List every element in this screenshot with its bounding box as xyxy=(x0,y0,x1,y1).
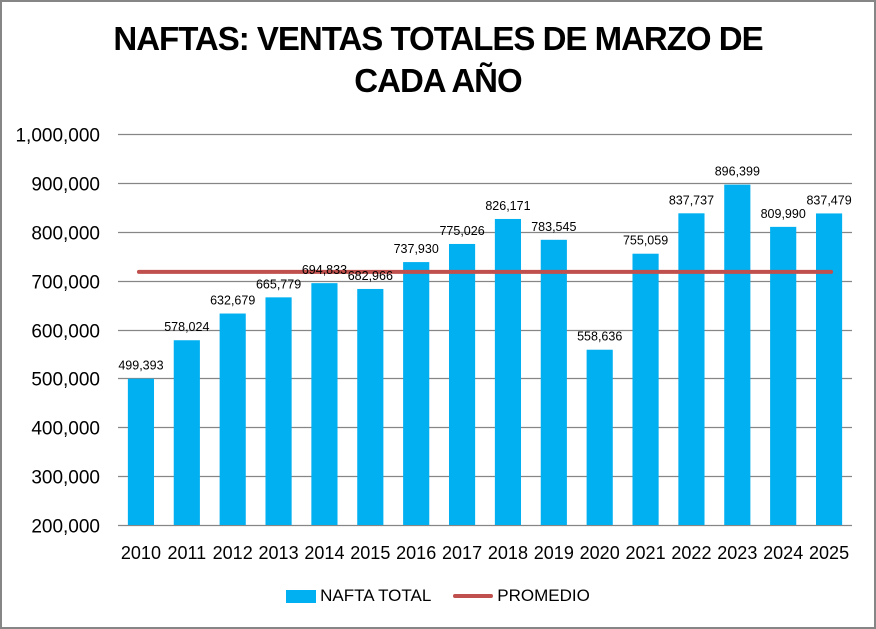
bar xyxy=(311,283,338,525)
x-axis: 2010 2011 2012 2013 2014 2015 2016 2017 2018 2019… xyxy=(121,543,849,563)
x-tick-label: 2025 xyxy=(809,543,849,563)
legend: NAFTA TOTAL PROMEDIO xyxy=(0,586,876,606)
data-label: 783,545 xyxy=(531,220,576,234)
data-label: 775,026 xyxy=(439,224,484,238)
y-tick-label: 600,000 xyxy=(31,322,100,343)
x-tick-label: 2013 xyxy=(259,543,299,563)
x-tick-label: 2023 xyxy=(717,543,757,563)
data-label: 682,966 xyxy=(348,269,393,283)
data-label: 826,171 xyxy=(485,199,530,213)
x-tick-label: 2012 xyxy=(213,543,253,563)
chart-title-line-2: CADA AÑO xyxy=(354,62,522,99)
data-label: 755,059 xyxy=(623,234,668,248)
data-label: 632,679 xyxy=(210,294,255,308)
y-tick-label: 400,000 xyxy=(31,419,100,440)
y-tick-label: 700,000 xyxy=(31,273,100,294)
y-tick-label: 1,000,000 xyxy=(15,126,100,147)
bar xyxy=(265,297,292,525)
legend-swatch-bar xyxy=(286,589,317,603)
bars xyxy=(127,184,843,526)
x-tick-label: 2018 xyxy=(488,543,528,563)
bar xyxy=(724,184,751,525)
x-tick-label: 2017 xyxy=(442,543,482,563)
legend-item-nafta-total[interactable]: NAFTA TOTAL xyxy=(286,586,431,606)
legend-label-nafta-total: NAFTA TOTAL xyxy=(320,586,432,605)
x-tick-label: 2019 xyxy=(534,543,574,563)
x-tick-label: 2024 xyxy=(763,543,803,563)
bar xyxy=(494,218,522,525)
x-tick-label: 2022 xyxy=(671,543,711,563)
data-label: 558,636 xyxy=(577,330,622,344)
chart-title: NAFTAS: VENTAS TOTALES DE MARZO DE CADA … xyxy=(0,18,876,102)
bar xyxy=(403,262,430,525)
bar xyxy=(173,340,200,525)
y-tick-label: 800,000 xyxy=(31,224,100,245)
y-axis: 200,000 300,000 400,000 500,000 600,000 700,0… xyxy=(15,126,100,538)
bar xyxy=(540,239,567,526)
x-tick-label: 2011 xyxy=(167,543,206,563)
bar xyxy=(770,226,797,526)
bar xyxy=(127,378,155,525)
data-label: 694,833 xyxy=(302,263,347,277)
x-tick-label: 2016 xyxy=(396,543,436,563)
bar xyxy=(357,288,384,525)
data-label: 896,399 xyxy=(715,165,760,179)
bar xyxy=(586,349,613,525)
legend-label-promedio: PROMEDIO xyxy=(497,586,590,605)
y-tick-label: 900,000 xyxy=(31,175,100,196)
y-tick-label: 300,000 xyxy=(31,468,100,489)
data-label: 578,024 xyxy=(164,320,209,334)
data-label: 837,737 xyxy=(669,193,714,207)
x-tick-label: 2014 xyxy=(304,543,344,563)
legend-item-promedio[interactable]: PROMEDIO xyxy=(453,586,590,606)
data-label: 665,779 xyxy=(256,277,301,291)
legend-swatch-line xyxy=(453,594,494,598)
bar xyxy=(448,243,476,525)
chart-title-line-1: NAFTAS: VENTAS TOTALES DE MARZO DE xyxy=(113,20,763,57)
bar xyxy=(219,313,246,525)
data-label: 837,479 xyxy=(806,193,851,207)
bar xyxy=(632,253,659,526)
bar xyxy=(815,213,843,526)
y-tick-label: 500,000 xyxy=(31,370,100,391)
data-label: 737,930 xyxy=(394,242,439,256)
x-tick-label: 2021 xyxy=(626,543,666,563)
bar xyxy=(678,213,705,526)
x-tick-label: 2015 xyxy=(350,543,390,563)
data-label: 809,990 xyxy=(761,207,806,221)
data-label: 499,393 xyxy=(118,359,163,373)
x-tick-label: 2010 xyxy=(121,543,161,563)
x-tick-label: 2020 xyxy=(580,543,620,563)
y-tick-label: 200,000 xyxy=(31,517,100,538)
